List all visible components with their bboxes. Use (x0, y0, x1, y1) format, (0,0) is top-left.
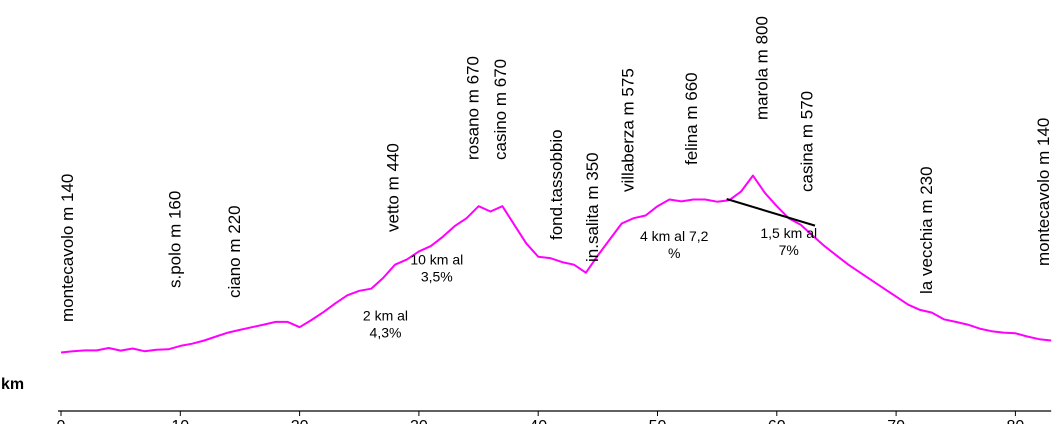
place-label: casina m 570 (798, 91, 817, 192)
x-tick-label: 20 (291, 418, 309, 424)
climb-segment-marker (726, 198, 816, 227)
x-tick-label: 70 (887, 418, 905, 424)
place-label: fond.tassobbio (547, 129, 566, 240)
x-tick-label: 30 (410, 418, 428, 424)
gradient-annotation: 2 km al 4,3% (363, 308, 408, 341)
x-tick-label: 60 (768, 418, 786, 424)
gradient-annotation: 10 km al 3,5% (410, 252, 463, 285)
x-tick-label: 50 (649, 418, 667, 424)
gradient-annotations: 2 km al 4,3%10 km al 3,5% 4 km al 7,2 % 1,5 k… (363, 225, 817, 340)
x-tick-label: 10 (171, 418, 189, 424)
place-label: ciano m 220 (225, 205, 244, 298)
place-label: vetto m 440 (384, 143, 403, 232)
place-label: rosano m 670 (464, 56, 483, 160)
place-label: casino m 670 (491, 59, 510, 160)
x-tick-label: 40 (529, 418, 547, 424)
x-tick-label: 0 (57, 418, 66, 424)
elevation-line (60, 174, 1052, 354)
place-label: in.salita m 350 (583, 152, 602, 262)
x-axis: 0 10 20 30 40 50 60 70 80 (57, 410, 1052, 424)
place-label: la vecchia m 230 (917, 166, 936, 294)
place-label: villaberza m 575 (619, 68, 638, 192)
place-labels: montecavolo m 140 s.polo m 160 ciano m 220… (58, 16, 1053, 322)
gradient-annotation: 4 km al 7,2% (640, 228, 709, 261)
elevation-series (60, 174, 1052, 354)
x-axis-unit-label: km (1, 376, 24, 393)
place-label: marola m 800 (752, 16, 771, 120)
place-label: felina m 660 (682, 72, 701, 165)
place-label: s.polo m 160 (165, 191, 184, 288)
gradient-annotation: 1,5 km al 7% (760, 225, 817, 258)
place-label: montecavolo m 140 (58, 174, 77, 322)
x-tick-label: 80 (1007, 418, 1025, 424)
place-label: montecavolo m 140 (1034, 118, 1053, 266)
